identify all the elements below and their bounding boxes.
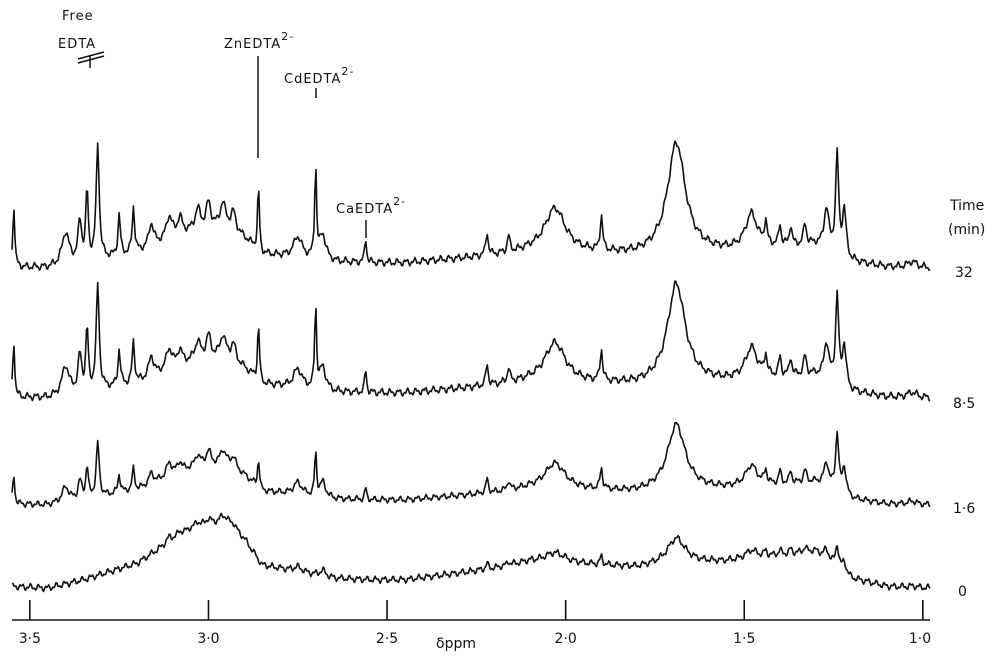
- x-axis-label: δppm: [436, 636, 476, 652]
- x-tick-label: 2·5: [376, 631, 398, 647]
- free-edta-break-2: [77, 55, 105, 64]
- x-tick-label: 2·0: [555, 631, 577, 647]
- spectrum-trace-8-5: [11, 280, 931, 402]
- time-labels: Time (min) 32 8·5 1·6 0: [948, 198, 985, 600]
- time-label-32: 32: [955, 265, 973, 281]
- spectrum-trace-0: [12, 512, 931, 593]
- spectrum-traces: [11, 140, 931, 593]
- annotation-caedta: CaEDTA2-: [336, 195, 406, 217]
- annotation-free-edta-line2: EDTA: [58, 37, 96, 52]
- x-tick-label: 1·5: [733, 631, 755, 647]
- time-label-0: 0: [958, 584, 967, 600]
- x-axis: 3·5 3·0 2·5 2·0 1·5 1·0: [12, 600, 931, 647]
- annotation-free-edta-line1: Free: [62, 9, 94, 24]
- annotation-cdedta: CdEDTA2-: [284, 65, 354, 87]
- annotation-znedta: ZnEDTA2-: [224, 30, 294, 52]
- spectrum-trace-1-6: [11, 421, 931, 508]
- time-label-8-5: 8·5: [953, 396, 975, 412]
- spectrum-trace-32: [11, 140, 931, 272]
- time-header-line1: Time: [949, 198, 984, 214]
- x-tick-label: 1·0: [909, 631, 931, 647]
- x-tick-label: 3·0: [197, 631, 219, 647]
- annotations: Free EDTA ZnEDTA2- CdEDTA2- CaEDTA2-: [58, 9, 406, 238]
- free-edta-break-1: [77, 51, 105, 60]
- time-header-line2: (min): [948, 222, 985, 238]
- time-label-1-6: 1·6: [953, 501, 975, 517]
- x-tick-label: 3·5: [19, 631, 41, 647]
